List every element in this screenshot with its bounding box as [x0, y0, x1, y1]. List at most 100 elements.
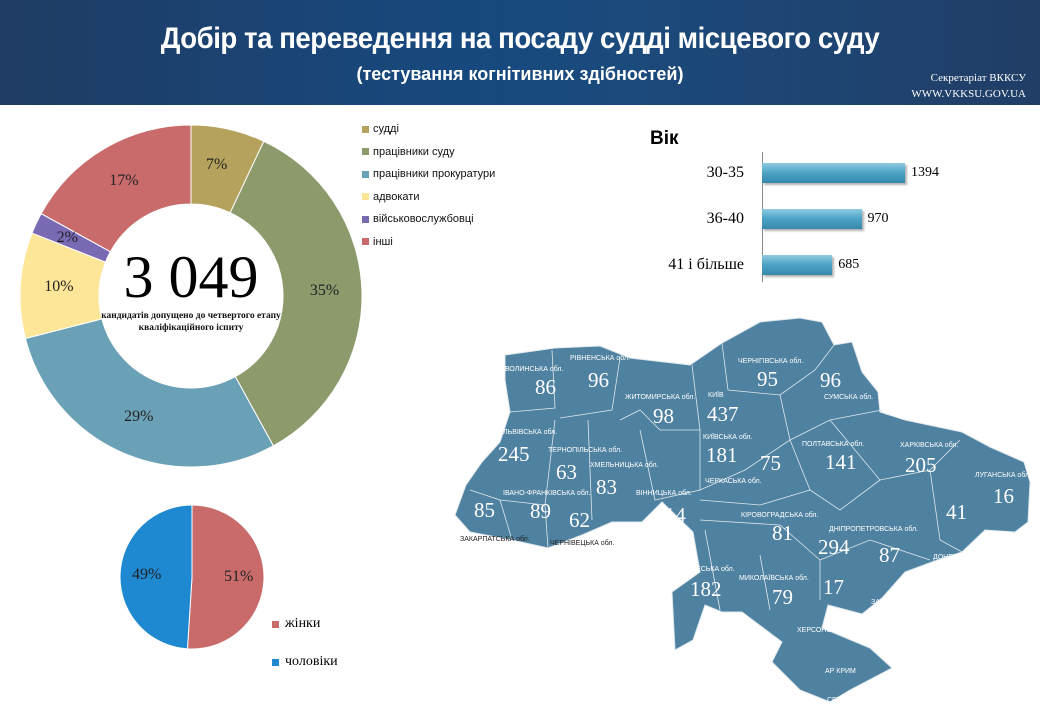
donut-legend: судді працівники суду працівники прокурату…: [362, 118, 495, 253]
region-value: 96: [588, 368, 609, 392]
region-value: 96: [820, 368, 841, 392]
region-name: ЛУГАНСЬКА обл.: [975, 472, 1032, 479]
page-title: Добір та переведення на посаду судді міс…: [160, 22, 880, 55]
region-name: ЗАКАРПАТСЬКА обл.: [460, 536, 530, 543]
page-subtitle: (тестування когнітивних здібностей): [356, 64, 684, 84]
age-value-label: 1394: [911, 165, 940, 180]
age-value-label: 970: [867, 211, 889, 226]
slice-label: 7%: [206, 156, 228, 174]
org-name: Секретаріат ВККСУ: [930, 72, 1026, 84]
legend-label: працівники прокуратури: [373, 168, 496, 181]
region-value: 83: [596, 475, 617, 499]
header-banner: Добір та переведення на посаду судді міс…: [0, 0, 1040, 105]
gender-legend-item: жінки: [272, 616, 320, 632]
age-category-label: 36-40: [706, 210, 744, 227]
legend-swatch: [272, 620, 279, 628]
region-value: 62: [569, 508, 590, 532]
legend-label: військовослужбовці: [373, 213, 474, 226]
region-borders: [469, 342, 963, 611]
age-value-label: 685: [838, 257, 860, 272]
region-name: ЗАПОРІЗЬКА обл.: [871, 599, 931, 606]
region-name: КІРОВОГРАДСЬКА обл.: [741, 512, 819, 519]
legend-label: судді: [373, 123, 399, 136]
region-name: ПОЛТАВСЬКА обл.: [802, 441, 865, 448]
region-value: 205: [905, 453, 937, 477]
slice-1: [229, 140, 363, 447]
region-name: ЛЬВІВСЬКА обл.: [503, 429, 558, 436]
legend-item: працівники прокуратури: [362, 163, 495, 186]
legend-item: інші: [362, 231, 495, 254]
region-name: ХЕРСОНСЬКА обл.: [797, 627, 861, 634]
region-value: 41: [946, 500, 967, 524]
legend-swatch: [362, 125, 369, 133]
legend-label: чоловіки: [285, 654, 338, 669]
region-value: 95: [757, 367, 778, 391]
region-value: 87: [879, 543, 900, 567]
age-category-label: 41 і більше: [668, 256, 744, 273]
region-name: РІВНЕНСЬКА обл.: [570, 355, 631, 362]
slice-label: 49%: [132, 565, 162, 583]
region-name: ДНІПРОПЕТРОВСЬКА обл.: [829, 526, 919, 533]
legend-swatch: [272, 658, 279, 666]
region-name: КИЇВСЬКА обл.: [703, 434, 753, 441]
legend-swatch: [362, 148, 369, 156]
region-name: ВІННИЦЬКА обл.: [636, 490, 692, 497]
legend-swatch: [362, 215, 369, 223]
region-value: 437: [707, 402, 739, 426]
region-name: МИКОЛАЇВСЬКА обл.: [739, 575, 809, 582]
slice-label: 10%: [44, 277, 74, 295]
region-value: 86: [535, 375, 556, 399]
region-value: 16: [993, 484, 1014, 508]
region-name: КИЇВ: [708, 392, 724, 399]
legend-label: жінки: [285, 616, 321, 631]
slice-0: [186, 504, 265, 650]
region-value: 141: [825, 450, 857, 474]
slice-label: 29%: [124, 408, 154, 426]
legend-item: судді: [362, 118, 495, 141]
candidates-caption: кандидатів допущено до четвертого етапу …: [101, 311, 281, 333]
region-name: ІВАНО-ФРАНКІВСЬКА обл.: [503, 490, 591, 497]
region-value: 245: [498, 442, 530, 466]
age-category-label: 30-35: [706, 164, 744, 181]
region-value: 181: [706, 443, 738, 467]
legend-label: працівники суду: [373, 145, 455, 158]
age-bar: [762, 255, 833, 275]
slice-label: 51%: [223, 568, 254, 586]
region-value: 75: [760, 451, 781, 475]
slice-label: 35%: [309, 281, 340, 299]
age-bar: [762, 163, 906, 183]
org-credit: Секретаріат ВККСУ WWW.VKKSU.GOV.UA: [911, 70, 1026, 102]
legend-swatch: [362, 238, 369, 246]
gender-pie-chart: [119, 504, 265, 650]
region-name: ХМЕЛЬНИЦЬКА обл.: [590, 462, 659, 469]
region-name: ХАРКІВСЬКА обл.: [900, 442, 959, 449]
ukraine-map-shape: [454, 317, 1031, 703]
region-name: АР КРИМ: [825, 668, 856, 675]
region-name: ЖИТОМИРСЬКА обл.: [625, 394, 696, 401]
region-name: ОДЕСЬКА обл.: [686, 566, 735, 573]
region-name: ЧЕРНІВЕЦЬКА обл.: [550, 540, 615, 547]
region-name: ДОНЕЦЬКА обл.: [933, 554, 987, 561]
slice-label: 17%: [109, 171, 139, 189]
region-value: 81: [772, 521, 793, 545]
region-value: 182: [690, 577, 722, 601]
legend-item: адвокати: [362, 186, 495, 209]
age-bar: [762, 209, 862, 229]
region-value: 89: [530, 499, 551, 523]
region-value: 294: [818, 535, 850, 559]
legend-item: військовослужбовці: [362, 208, 495, 231]
region-value: 98: [653, 404, 674, 428]
slice-1: [119, 504, 193, 650]
age-chart-title: Вік: [650, 128, 679, 149]
region-name: СЕВАСТОПОЛЬ: [827, 697, 880, 704]
org-site[interactable]: WWW.VKKSU.GOV.UA: [911, 88, 1026, 100]
slice-label: 2%: [56, 229, 78, 247]
legend-label: інші: [373, 235, 393, 248]
region-value: 17: [823, 575, 844, 599]
legend-item: працівники суду: [362, 141, 495, 164]
region-value: 63: [556, 460, 577, 484]
region-value: 85: [474, 498, 495, 522]
region-value: 79: [772, 585, 793, 609]
slice-5: [40, 124, 192, 253]
